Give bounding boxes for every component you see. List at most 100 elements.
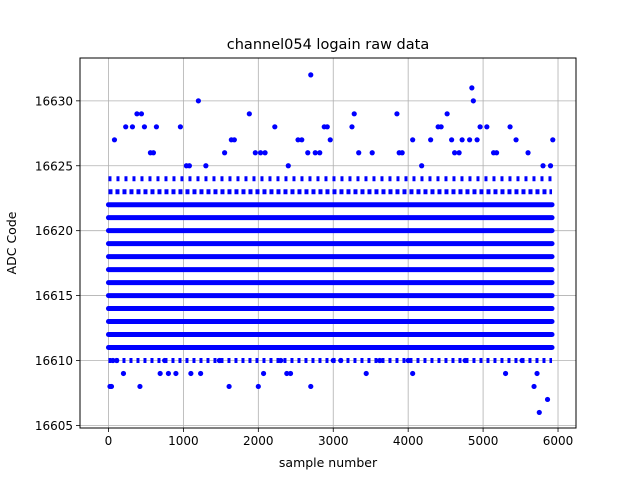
data-point [544,396,551,403]
data-point [173,370,179,377]
data-point [284,370,290,377]
data-point [252,150,258,156]
data-point [287,370,294,377]
data-point [305,150,311,156]
data-point [153,124,160,130]
data-point [246,111,252,117]
data-point [257,150,264,156]
data-point [327,137,333,143]
y-axis-label: ADC Code [4,211,19,274]
data-point [540,163,546,169]
x-tick-label: 1000 [168,434,199,448]
data-point [513,137,519,143]
data-point [444,111,450,117]
data-point [525,150,531,156]
data-point [308,383,314,390]
y-tick-label: 16620 [35,224,73,238]
data-point [165,370,172,377]
x-tick-label: 4000 [393,434,424,448]
data-point [330,357,336,364]
data-point [226,383,232,390]
data-point [324,124,330,130]
data-point [356,150,362,156]
data-point [502,370,509,377]
y-tick-label: 16615 [35,289,73,303]
data-point [519,357,525,364]
x-tick-label: 5000 [468,434,499,448]
data-point [222,150,228,156]
data-point [363,370,369,377]
data-point [177,124,183,130]
data-point [470,98,476,104]
data-points [107,72,556,416]
data-point [285,163,291,169]
chart-title: channel054 logain raw data [227,37,429,53]
data-point [419,163,425,169]
data-point [410,370,416,377]
data-point [129,124,136,130]
data-point [188,370,194,377]
data-point [272,124,278,130]
data-point [111,137,118,143]
y-tick-label: 16630 [35,94,73,108]
data-point [547,163,554,169]
data-point [351,111,357,117]
data-point [428,137,434,143]
data-point [110,357,116,364]
data-point [312,150,318,156]
data-point [550,137,556,143]
data-point [452,150,458,156]
x-tick-label: 2000 [243,434,274,448]
x-axis-label: sample number [279,455,378,470]
data-point [410,137,416,143]
data-point [399,150,405,156]
data-point [349,124,355,130]
data-point [438,124,444,130]
data-point [278,357,284,364]
data-point [477,124,483,130]
data-point [484,124,490,130]
data-point [216,357,222,364]
x-tick-label: 3000 [318,434,349,448]
x-tick-label: 6000 [543,434,574,448]
data-point [377,357,383,364]
plot-frame [79,57,577,429]
data-point [162,357,168,364]
data-point [462,357,468,364]
data-point [456,150,462,156]
y-tick-label: 16610 [35,354,73,368]
data-point [186,163,192,169]
data-point [493,150,500,156]
y-tick-label: 16625 [35,159,73,173]
data-point [308,72,314,78]
data-point [255,383,261,390]
data-point [231,137,237,143]
data-point [338,357,344,364]
data-point [534,370,540,377]
data-point [114,357,120,364]
data-point [262,150,268,156]
data-point [134,111,140,117]
data-point [195,98,201,104]
data-point [138,111,145,117]
y-tick-label: 16605 [35,419,73,433]
data-point [449,137,455,143]
data-point [120,370,127,377]
data-point [137,383,143,390]
data-point [536,409,542,416]
data-point [469,85,475,91]
data-point [474,137,480,143]
data-point [198,370,204,377]
data-point [150,150,157,156]
data-point [369,150,375,156]
y-axis-ticks: 16605 16610 16615 16620 16625 16630 [35,94,80,433]
data-point [459,137,465,143]
data-point [394,111,400,117]
data-point [507,124,513,130]
data-point [405,357,411,364]
data-point [531,383,537,390]
data-point [260,370,267,377]
data-point [317,150,323,156]
data-point [467,137,473,143]
